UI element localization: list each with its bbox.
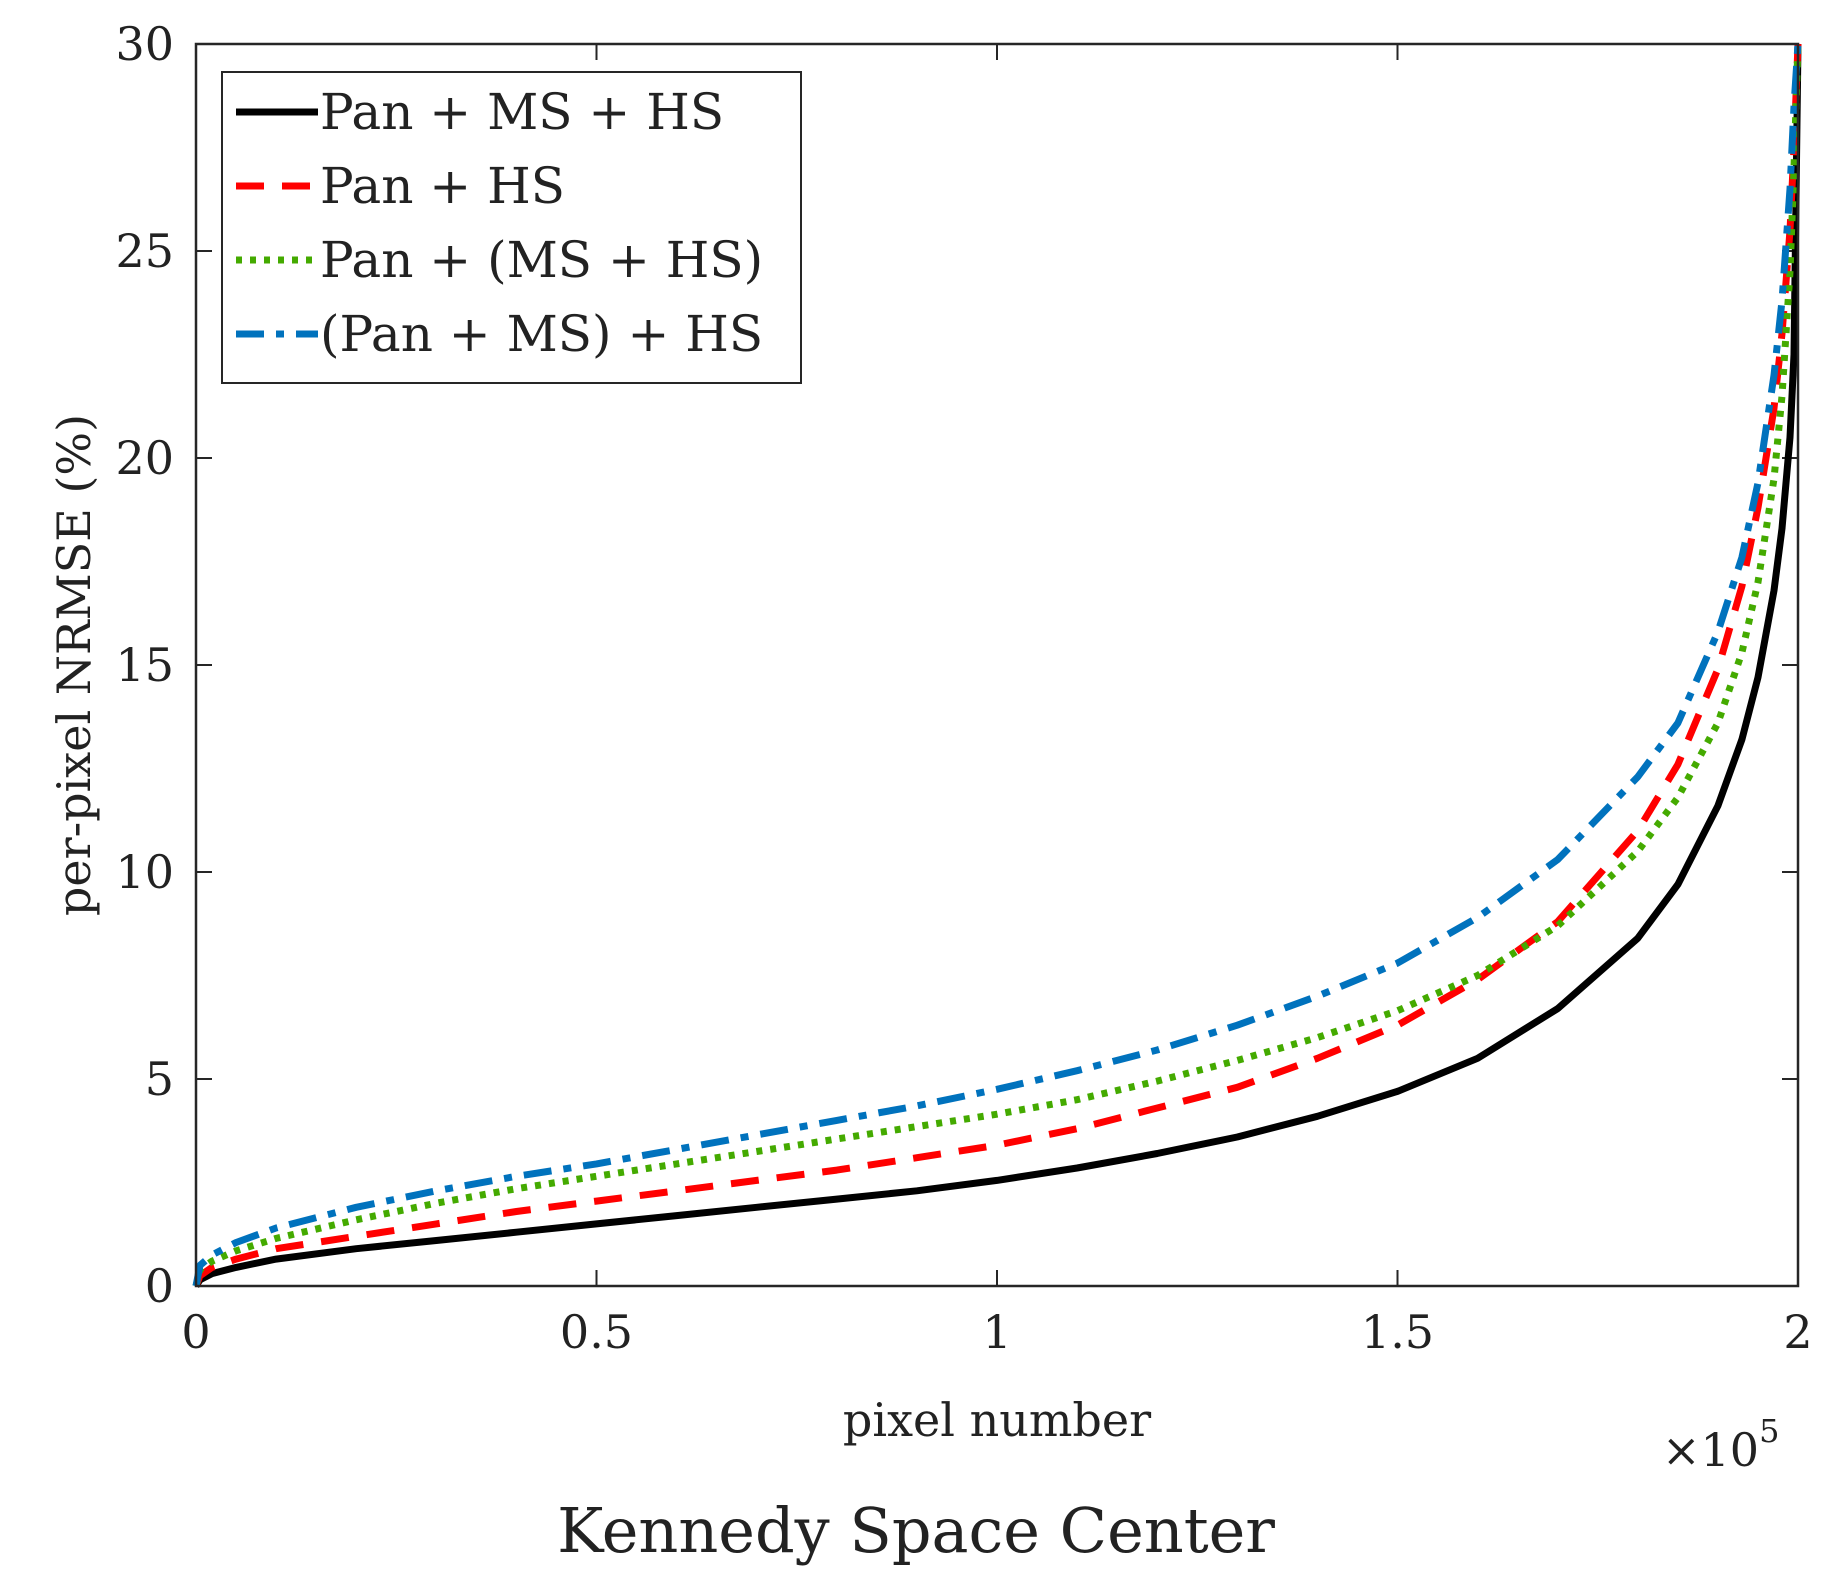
- series-layer: [192, 43, 1802, 1288]
- y-tick-label: 20: [115, 431, 174, 485]
- x-tick-label: 1.5: [1361, 1305, 1434, 1359]
- legend-label: Pan + MS + HS: [320, 83, 724, 141]
- legend-label: (Pan + MS) + HS: [320, 305, 763, 363]
- x-tick-label: 0.5: [560, 1305, 633, 1359]
- y-tick-label: 5: [145, 1052, 174, 1106]
- x-tick-label: 2: [1783, 1305, 1812, 1359]
- series-line-pan-ms-hs: [193, 43, 1802, 1288]
- x-axis-multiplier-exponent: 5: [1759, 1412, 1779, 1450]
- legend-items: Pan + MS + HS Pan + HS Pan + (MS + HS) (Pan…: [236, 83, 763, 363]
- legend-label: Pan + HS: [320, 157, 565, 215]
- y-tick-label: 25: [115, 224, 174, 278]
- legend-box: [221, 71, 802, 384]
- x-tick-label: 1: [982, 1305, 1011, 1359]
- y-axis-title: per-pixel NRMSE (%): [47, 414, 101, 916]
- legend: Pan + MS + HS Pan + HS Pan + (MS + HS) (Pan…: [221, 71, 802, 384]
- series-line-pan-hs: [192, 43, 1802, 1288]
- y-tick-label: 30: [115, 17, 174, 71]
- chart-caption: Kennedy Space Center: [557, 1494, 1275, 1567]
- y-tick-label: 15: [115, 638, 174, 692]
- series-line-pan-ms-hs: [192, 43, 1802, 1287]
- y-tick-label: 0: [145, 1259, 174, 1313]
- series-line-pan-ms-hs: [192, 43, 1802, 1287]
- x-axis-multiplier-base: ×10: [1662, 1423, 1759, 1477]
- x-tick-label: 0: [181, 1305, 210, 1359]
- plot-frame: [194, 42, 1800, 1288]
- legend-label: Pan + (MS + HS): [320, 231, 763, 289]
- y-tick-label: 10: [115, 845, 174, 899]
- x-axis-multiplier: ×105: [1662, 1412, 1779, 1477]
- x-axis-title: pixel number: [843, 1393, 1151, 1447]
